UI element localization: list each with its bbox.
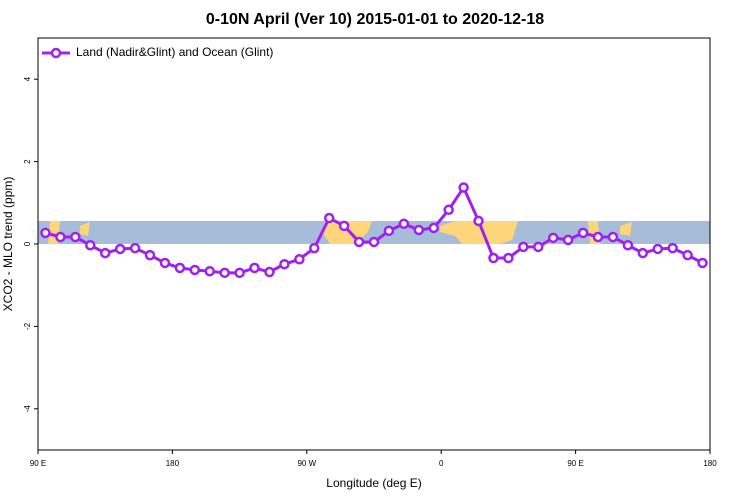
- data-point: [383, 225, 395, 237]
- data-point: [234, 267, 245, 279]
- data-point: [99, 247, 111, 259]
- data-point: [249, 262, 260, 274]
- data-point: [85, 239, 96, 251]
- y-tick-label: 0: [23, 241, 32, 246]
- data-point: [458, 182, 469, 193]
- data-point: [353, 236, 365, 248]
- data-point: [473, 215, 484, 227]
- legend-marker: [50, 47, 62, 59]
- y-tick-label: -2: [23, 322, 32, 330]
- data-point: [577, 227, 589, 239]
- data-point: [159, 257, 171, 269]
- y-tick-label: 4: [23, 76, 32, 81]
- data-point: [592, 231, 604, 243]
- data-point: [338, 220, 350, 232]
- data-point: [40, 227, 51, 239]
- data-point: [114, 243, 126, 255]
- data-point: [428, 222, 439, 234]
- data-point: [637, 247, 649, 259]
- data-point: [443, 204, 454, 216]
- data-point: [323, 212, 335, 224]
- data-point: [547, 232, 559, 244]
- data-point: [488, 252, 499, 264]
- data-point: [129, 242, 141, 254]
- y-tick-label: 2: [23, 159, 32, 164]
- y-axis-label: XCO2 - MLO trend (ppm): [1, 177, 15, 312]
- data-point: [55, 231, 66, 243]
- data-point: [204, 265, 215, 277]
- data-point: [279, 258, 290, 270]
- data-point: [174, 262, 186, 274]
- x-tick-label: 90 E: [30, 459, 46, 468]
- data-point: [368, 236, 380, 248]
- data-point: [294, 253, 305, 265]
- data-point: [503, 252, 514, 264]
- data-point: [144, 249, 156, 261]
- data-point: [219, 267, 230, 279]
- data-point: [682, 249, 693, 261]
- data-point: [264, 266, 275, 278]
- data-point: [533, 241, 544, 253]
- chart-title: 0-10N April (Ver 10) 2015-01-01 to 2020-…: [206, 11, 544, 28]
- data-point: [667, 242, 678, 254]
- x-axis-label: Longitude (deg E): [326, 476, 421, 490]
- data-point: [607, 231, 619, 243]
- x-tick-label: 90 W: [297, 459, 316, 468]
- data-point: [518, 241, 529, 253]
- data-point: [189, 264, 201, 276]
- legend-label: Land (Nadir&Glint) and Ocean (Glint): [76, 45, 273, 59]
- data-point: [413, 224, 425, 236]
- data-point: [398, 218, 410, 230]
- x-tick-label: 180: [166, 459, 180, 468]
- data-point: [562, 234, 574, 246]
- x-tick-label: 0: [439, 459, 444, 468]
- data-point: [309, 242, 320, 254]
- data-point: [652, 243, 663, 255]
- data-point: [70, 231, 81, 243]
- y-tick-label: -4: [23, 405, 32, 413]
- data-point: [622, 239, 634, 251]
- x-tick-label: 180: [703, 459, 717, 468]
- x-tick-label: 90 E: [567, 459, 583, 468]
- data-point: [697, 257, 708, 269]
